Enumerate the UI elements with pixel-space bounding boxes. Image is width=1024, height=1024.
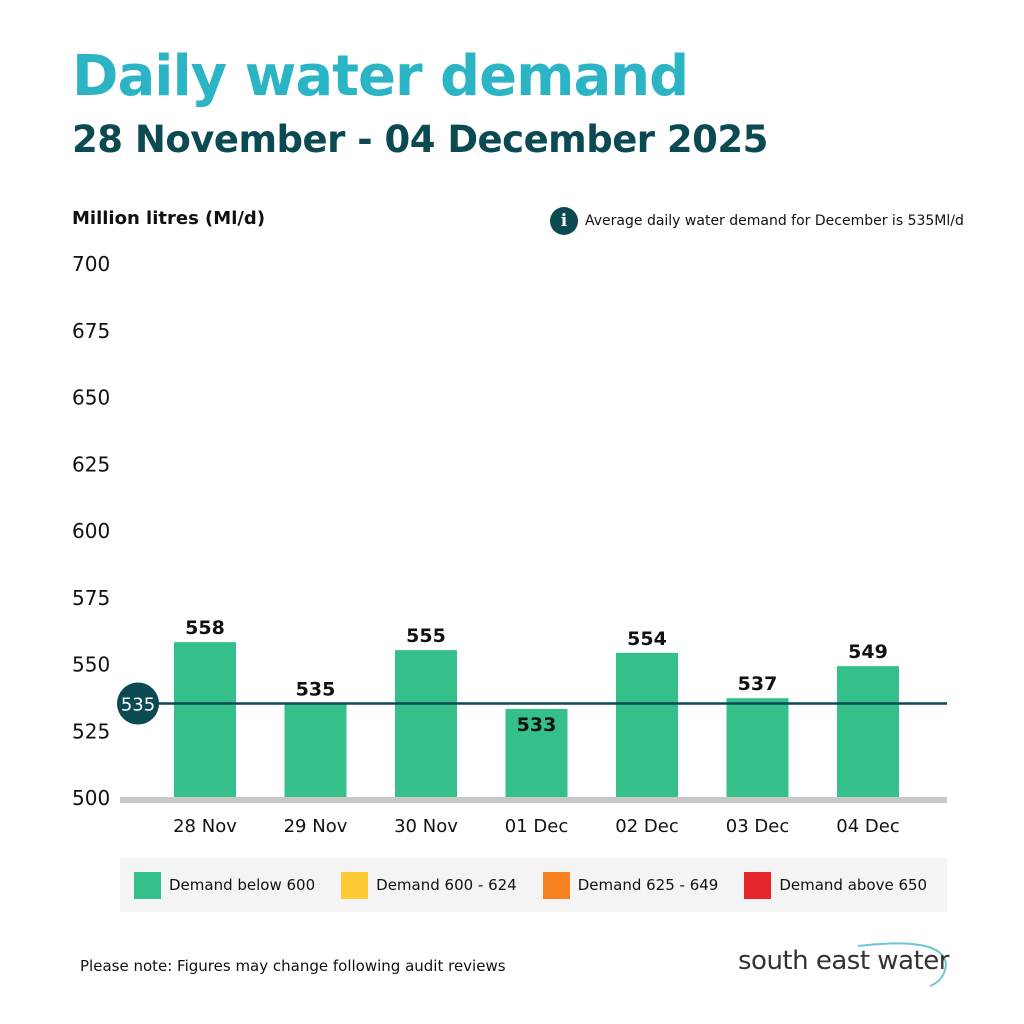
- bar: [505, 708, 568, 797]
- legend-swatch: [134, 871, 161, 899]
- x-tick-label: 28 Nov: [173, 816, 237, 837]
- legend-item-below-600: Demand below 600: [134, 871, 316, 899]
- data-label: 555: [406, 625, 446, 647]
- x-tick-label: 30 Nov: [394, 816, 458, 837]
- y-tick-label: 650: [72, 386, 110, 410]
- data-label: 554: [627, 628, 667, 650]
- legend-item-above-650: Demand above 650: [744, 871, 928, 899]
- x-tick-label: 01 Dec: [505, 816, 568, 837]
- average-marker: [117, 682, 159, 725]
- south-east-water-logo: south east water: [738, 940, 958, 990]
- x-tick-label: 04 Dec: [836, 816, 899, 837]
- y-axis-label: Million litres (Ml/d): [72, 208, 266, 229]
- y-tick-label: 575: [72, 586, 110, 610]
- bar: [284, 703, 347, 797]
- x-tick-label: 03 Dec: [726, 816, 789, 837]
- legend-swatch: [341, 871, 369, 899]
- y-tick-label: 675: [72, 319, 110, 343]
- legend-swatch: [542, 871, 570, 899]
- bar: [395, 650, 457, 797]
- legend-item-625-649: Demand 625 - 649: [542, 871, 719, 899]
- page-title: Daily water demand: [72, 44, 689, 109]
- footnote: Please note: Figures may change followin…: [80, 957, 506, 975]
- bar: [726, 698, 789, 797]
- x-tick-label: 02 Dec: [615, 816, 678, 837]
- page-subtitle: 28 November - 04 December 2025: [72, 118, 768, 161]
- bar-chart: 500 525 550 575 600 625 650 675 700 558 28 Nov 535 2…: [72, 252, 947, 837]
- y-tick-label: 700: [72, 252, 110, 276]
- average-note: i Average daily water demand for Decembe…: [550, 207, 964, 235]
- legend-label: Demand below 600: [169, 876, 316, 894]
- bar: [616, 652, 678, 797]
- y-tick-label: 500: [72, 786, 110, 810]
- x-axis-baseline: [120, 797, 947, 803]
- data-label: 558: [185, 617, 225, 639]
- legend-label: Demand above 650: [779, 876, 928, 894]
- data-label: 535: [296, 679, 336, 701]
- legend-item-600-624: Demand 600 - 624: [341, 871, 517, 899]
- bar: [174, 642, 236, 797]
- y-tick-label: 525: [72, 719, 110, 743]
- y-tick-label: 550: [72, 653, 110, 677]
- legend-swatch: [744, 871, 772, 899]
- data-label: 549: [848, 641, 888, 663]
- info-icon: i: [550, 207, 578, 235]
- x-tick-label: 29 Nov: [284, 816, 348, 837]
- y-tick-label: 600: [72, 519, 110, 543]
- average-label: 535: [121, 695, 155, 716]
- y-tick-label: 625: [72, 452, 110, 476]
- bar: [837, 666, 899, 797]
- average-note-text: Average daily water demand for December …: [585, 213, 964, 229]
- logo-text: south east water: [738, 946, 949, 976]
- data-label: 537: [738, 673, 778, 695]
- legend-label: Demand 625 - 649: [577, 876, 719, 894]
- logo-swoosh-icon: [857, 942, 948, 987]
- legend-label: Demand 600 - 624: [376, 876, 517, 894]
- legend: Demand below 600 Demand 600 - 624 Demand…: [120, 858, 947, 912]
- data-label: 533: [517, 714, 557, 736]
